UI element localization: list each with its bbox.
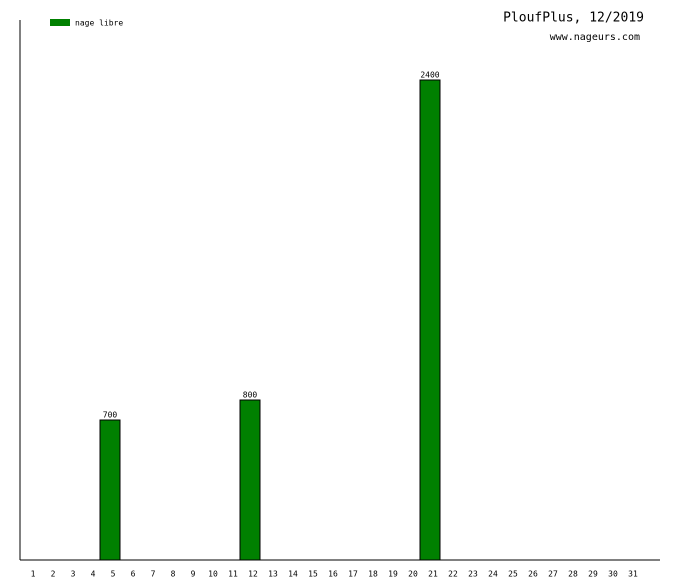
x-tick-label: 6: [131, 570, 136, 579]
x-tick-label: 9: [191, 570, 196, 579]
value-label: 2400: [420, 71, 439, 80]
x-tick-label: 20: [408, 570, 418, 579]
x-tick-label: 8: [171, 570, 176, 579]
x-tick-label: 4: [91, 570, 96, 579]
x-tick-label: 13: [268, 570, 278, 579]
value-label: 700: [103, 411, 118, 420]
x-tick-label: 11: [228, 570, 238, 579]
x-tick-label: 3: [71, 570, 76, 579]
x-tick-label: 28: [568, 570, 578, 579]
x-tick-label: 5: [111, 570, 116, 579]
x-tick-label: 10: [208, 570, 218, 579]
legend-label: nage libre: [75, 19, 123, 28]
x-tick-label: 14: [288, 570, 298, 579]
chart-title: PloufPlus, 12/2019: [503, 11, 644, 26]
x-tick-label: 21: [428, 570, 438, 579]
x-tick-label: 17: [348, 570, 358, 579]
x-tick-label: 19: [388, 570, 398, 579]
bar: [239, 399, 261, 561]
bar: [419, 79, 441, 561]
x-tick-label: 2: [51, 570, 56, 579]
x-tick-label: 24: [488, 570, 498, 579]
x-tick-label: 31: [628, 570, 638, 579]
bar: [99, 419, 121, 561]
value-label: 800: [243, 391, 258, 400]
x-tick-label: 25: [508, 570, 518, 579]
x-tick-label: 30: [608, 570, 618, 579]
x-tick-label: 23: [468, 570, 478, 579]
chart-subtitle: www.nageurs.com: [550, 32, 640, 43]
x-tick-label: 22: [448, 570, 458, 579]
x-tick-label: 1: [31, 570, 36, 579]
x-tick-label: 29: [588, 570, 598, 579]
x-tick-label: 27: [548, 570, 558, 579]
x-tick-label: 16: [328, 570, 338, 579]
x-tick-label: 15: [308, 570, 318, 579]
legend-swatch: [50, 19, 70, 26]
x-tick-label: 7: [151, 570, 156, 579]
x-tick-label: 12: [248, 570, 258, 579]
x-tick-label: 26: [528, 570, 538, 579]
x-tick-label: 18: [368, 570, 378, 579]
